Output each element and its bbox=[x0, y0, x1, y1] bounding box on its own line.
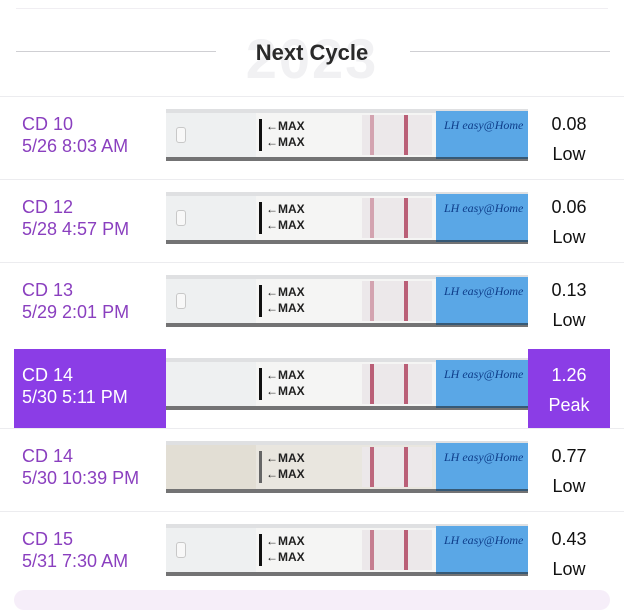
lh-value: 0.77 bbox=[551, 446, 587, 466]
test-row[interactable]: CD 12 5/28 4:57 PM ←MAX ←MAX LH easy@Hom… bbox=[0, 179, 624, 262]
year-watermark: 2023 bbox=[245, 27, 379, 90]
test-strip-image[interactable]: ←MAX ←MAX LH easy@Home bbox=[166, 358, 528, 410]
test-row[interactable]: CD 14 5/30 10:39 PM ←MAX ←MAX LH easy@Ho… bbox=[0, 428, 624, 511]
max-label: ←MAX bbox=[266, 135, 305, 149]
selection-highlight-right bbox=[528, 349, 610, 428]
top-divider bbox=[16, 8, 608, 9]
sticker-mark bbox=[176, 210, 186, 226]
test-datetime: 5/26 8:03 AM bbox=[22, 136, 129, 156]
lh-value: 0.13 bbox=[551, 280, 587, 300]
max-label: ←MAX bbox=[266, 285, 305, 299]
max-label: ←MAX bbox=[266, 301, 305, 315]
cycle-day: CD 15 bbox=[22, 529, 74, 549]
brand-label: LH easy@Home bbox=[444, 118, 524, 132]
brand-label: LH easy@Home bbox=[444, 284, 524, 298]
cycle-day: CD 14 bbox=[22, 446, 74, 466]
test-row[interactable]: CD 10 5/26 8:03 AM ←MAX ←MAX LH easy@Hom… bbox=[0, 96, 624, 179]
section-title: Next Cycle bbox=[255, 40, 369, 65]
brand-label: LH easy@Home bbox=[444, 367, 524, 381]
test-info: CD 13 5/29 2:01 PM bbox=[22, 279, 129, 323]
lh-value: 0.08 bbox=[551, 114, 587, 134]
lh-level: Low bbox=[552, 476, 586, 496]
test-list: CD 10 5/26 8:03 AM ←MAX ←MAX LH easy@Hom… bbox=[0, 96, 624, 594]
test-result: 0.77 Low bbox=[528, 441, 610, 501]
test-info: CD 15 5/31 7:30 AM bbox=[22, 528, 128, 572]
lh-level: Low bbox=[552, 227, 586, 247]
lh-level: Low bbox=[552, 144, 586, 164]
max-label: ←MAX bbox=[266, 451, 305, 465]
test-strip-image[interactable]: ←MAX ←MAX LH easy@Home bbox=[166, 275, 528, 327]
test-datetime: 5/30 10:39 PM bbox=[22, 468, 140, 488]
test-strip-image[interactable]: ←MAX ←MAX LH easy@Home bbox=[166, 192, 528, 244]
lh-value: 0.06 bbox=[551, 197, 587, 217]
max-label: ←MAX bbox=[266, 202, 305, 216]
selection-highlight-left bbox=[14, 349, 166, 428]
max-label: ←MAX bbox=[266, 119, 305, 133]
test-result: 0.08 Low bbox=[528, 109, 610, 169]
test-result: 0.43 Low bbox=[528, 524, 610, 584]
lh-value: 1.26 bbox=[551, 365, 587, 385]
test-result: 1.26 Peak bbox=[528, 360, 610, 420]
test-row[interactable]: CD 15 5/31 7:30 AM ←MAX ←MAX LH easy@Hom… bbox=[0, 511, 624, 594]
cycle-day: CD 10 bbox=[22, 114, 74, 134]
test-datetime: 5/28 4:57 PM bbox=[22, 219, 130, 239]
brand-label: LH easy@Home bbox=[444, 201, 524, 215]
test-info: CD 10 5/26 8:03 AM bbox=[22, 113, 128, 157]
test-info: CD 12 5/28 4:57 PM bbox=[22, 196, 129, 240]
test-info: CD 14 5/30 10:39 PM bbox=[22, 445, 139, 489]
header-rule-right bbox=[410, 51, 610, 52]
lh-level: Low bbox=[552, 310, 586, 330]
brand-label: LH easy@Home bbox=[444, 533, 524, 547]
max-label: ←MAX bbox=[266, 467, 305, 481]
test-row[interactable]: CD 13 5/29 2:01 PM ←MAX ←MAX LH easy@Hom… bbox=[0, 262, 624, 345]
test-datetime: 5/30 5:11 PM bbox=[22, 387, 128, 407]
max-label: ←MAX bbox=[266, 534, 305, 548]
test-result: 0.06 Low bbox=[528, 192, 610, 252]
max-label: ←MAX bbox=[266, 384, 305, 398]
sticker-mark bbox=[176, 127, 186, 143]
test-datetime: 5/31 7:30 AM bbox=[22, 551, 129, 571]
next-card-edge bbox=[14, 590, 610, 610]
cycle-day: CD 12 bbox=[22, 197, 74, 217]
test-info: CD 14 5/30 5:11 PM bbox=[22, 364, 128, 408]
sticker-mark bbox=[176, 293, 186, 309]
test-result: 0.13 Low bbox=[528, 275, 610, 335]
cycle-day: CD 14 bbox=[22, 365, 74, 385]
lh-level: Low bbox=[552, 559, 586, 579]
test-strip-image[interactable]: ←MAX ←MAX LH easy@Home bbox=[166, 441, 528, 493]
test-datetime: 5/29 2:01 PM bbox=[22, 302, 130, 322]
header-rule-left bbox=[16, 51, 216, 52]
test-row-selected[interactable]: CD 14 5/30 5:11 PM ←MAX ←MAX LH easy@Hom… bbox=[0, 345, 624, 428]
test-strip-image[interactable]: ←MAX ←MAX LH easy@Home bbox=[166, 109, 528, 161]
brand-label: LH easy@Home bbox=[444, 450, 524, 464]
lh-value: 0.43 bbox=[551, 529, 587, 549]
test-strip-image[interactable]: ←MAX ←MAX LH easy@Home bbox=[166, 524, 528, 576]
cycle-day: CD 13 bbox=[22, 280, 74, 300]
section-header: 2023 Next Cycle bbox=[0, 24, 624, 90]
sticker-mark bbox=[176, 542, 186, 558]
lh-level: Peak bbox=[548, 395, 590, 415]
max-label: ←MAX bbox=[266, 550, 305, 564]
max-label: ←MAX bbox=[266, 218, 305, 232]
max-label: ←MAX bbox=[266, 368, 305, 382]
